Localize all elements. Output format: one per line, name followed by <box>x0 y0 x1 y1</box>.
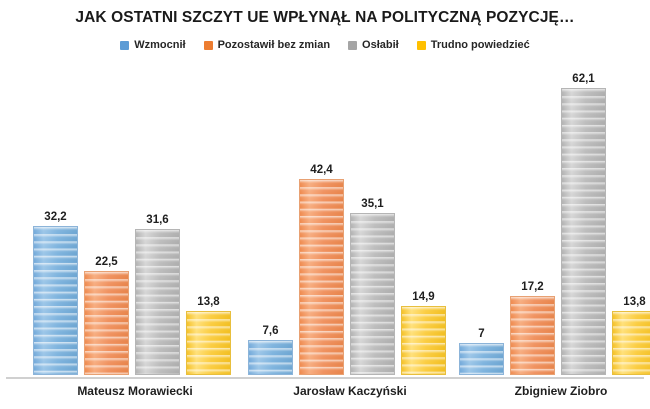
chart-legend: Wzmocnił Pozostawił bez zmian Osłabił Tr… <box>0 39 650 51</box>
legend-item-pozostawil-bez-zmian[interactable]: Pozostawił bez zmian <box>203 39 331 51</box>
bar-wzmocnil-mateusz-morawiecki[interactable] <box>33 226 78 375</box>
bar-value-label: 62,1 <box>572 73 595 85</box>
bar-trudno-powiedziec-zbigniew-ziobro[interactable] <box>612 311 650 375</box>
bar-value-label: 22,5 <box>95 256 118 269</box>
legend-swatch-icon <box>203 40 213 50</box>
bar-oslabil-jaroslaw-kaczynski[interactable] <box>350 212 395 375</box>
category-label-jaroslaw-kaczynski: Jarosław Kaczyński <box>293 384 407 398</box>
bar-wzmocnil-jaroslaw-kaczynski[interactable] <box>248 339 293 375</box>
bar-pozostawil-bez-zmian-mateusz-morawiecki[interactable] <box>84 271 129 375</box>
bar-value-label: 17,2 <box>521 280 544 293</box>
bar-wzmocnil-zbigniew-ziobro[interactable] <box>459 342 504 375</box>
plot-area: 32,2 22,5 31,6 13,8 7,6 42,4 <box>0 62 650 379</box>
bar-value-label: 42,4 <box>310 164 333 177</box>
legend-swatch-icon <box>348 40 358 50</box>
chart-title: JAK OSTATNI SZCZYT UE WPŁYNĄŁ NA POLITYC… <box>75 9 575 26</box>
bar-trudno-powiedziec-jaroslaw-kaczynski[interactable] <box>401 306 446 375</box>
legend-label: Wzmocnił <box>134 39 186 51</box>
bar-value-label: 35,1 <box>361 197 384 210</box>
legend-item-wzmocnil[interactable]: Wzmocnił <box>120 39 186 51</box>
bar-value-label: 7,6 <box>262 324 279 337</box>
bar-oslabil-mateusz-morawiecki[interactable] <box>135 228 180 375</box>
x-axis-line <box>6 377 644 379</box>
bar-value-label: 14,9 <box>412 291 435 304</box>
category-axis-labels: Mateusz Morawiecki Jarosław Kaczyński Zb… <box>0 384 650 406</box>
category-label-zbigniew-ziobro: Zbigniew Ziobro <box>514 384 608 398</box>
bar-value-label: 13,8 <box>197 296 220 309</box>
bar-value-label: 13,8 <box>623 296 646 309</box>
bar-value-label: 32,2 <box>44 211 67 224</box>
bar-oslabil-zbigniew-ziobro[interactable] <box>561 88 606 375</box>
bar-pozostawil-bez-zmian-jaroslaw-kaczynski[interactable] <box>299 179 344 375</box>
category-label-mateusz-morawiecki: Mateusz Morawiecki <box>77 384 193 398</box>
bar-value-label: 31,6 <box>146 213 169 226</box>
legend-label: Pozostawił bez zmian <box>217 39 331 51</box>
legend-item-oslabil[interactable]: Osłabił <box>348 39 399 51</box>
legend-item-trudno-powiedziec[interactable]: Trudno powiedzieć <box>416 39 530 51</box>
legend-swatch-icon <box>416 40 426 50</box>
bar-value-label: 7 <box>478 327 485 340</box>
bar-trudno-powiedziec-mateusz-morawiecki[interactable] <box>186 311 231 375</box>
bar-pozostawil-bez-zmian-zbigniew-ziobro[interactable] <box>510 295 555 375</box>
legend-label: Trudno powiedzieć <box>430 39 530 51</box>
legend-swatch-icon <box>120 40 130 50</box>
legend-label: Osłabił <box>362 39 399 51</box>
